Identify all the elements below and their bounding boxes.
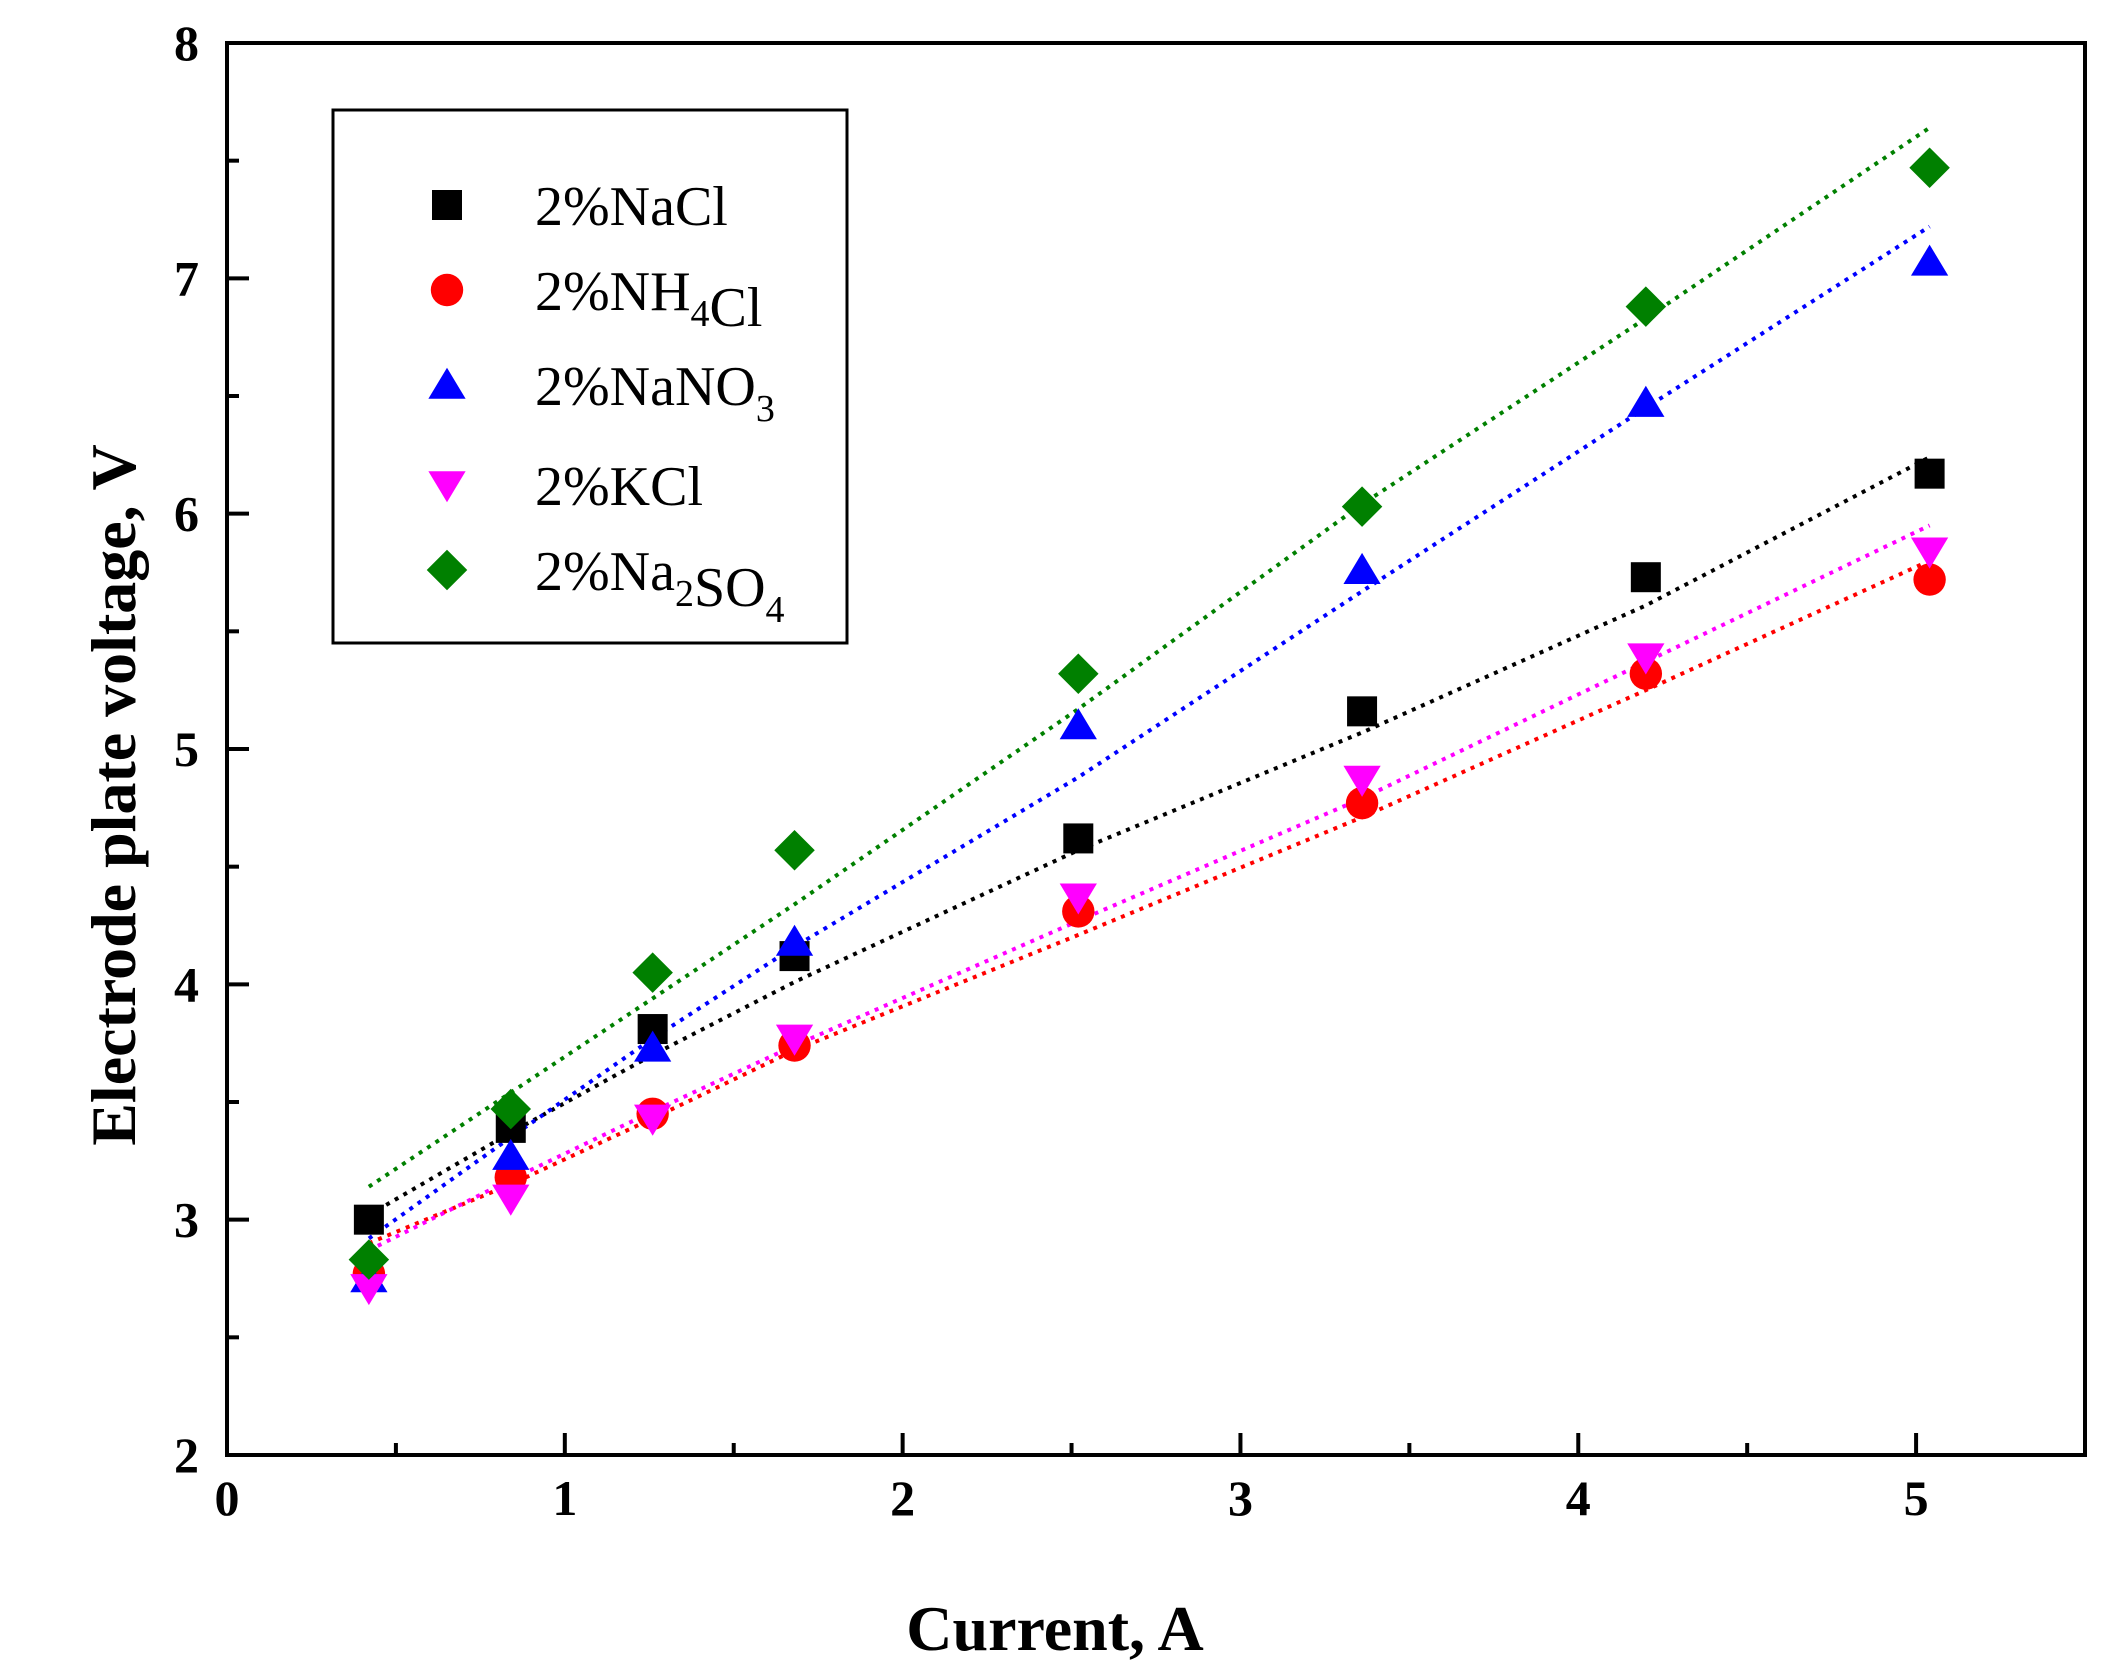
legend-subscript: 3	[756, 388, 775, 430]
data-point-s4-4	[775, 1024, 814, 1056]
data-point-s5-5	[1058, 653, 1099, 694]
x-axis-title: Current, A	[906, 1593, 1203, 1664]
data-point-s3-2	[492, 1138, 530, 1170]
data-point-s4-2	[492, 1184, 530, 1216]
y-tick-label: 6	[174, 486, 199, 542]
data-point-s4-7	[1627, 643, 1665, 675]
x-tick-label: 0	[215, 1470, 240, 1526]
data-point-s5-4	[774, 829, 815, 871]
legend-text: Cl	[710, 277, 763, 339]
data-point-s3-6	[1343, 552, 1381, 584]
fit-line-4	[367, 523, 1931, 1253]
legend-label-3: 2%NaNO3	[535, 356, 775, 430]
y-tick-label: 2	[174, 1427, 199, 1483]
data-point-s4-1	[350, 1274, 388, 1306]
legend-text: 2%KCl	[535, 456, 703, 518]
data-point-s3-5	[1059, 708, 1097, 740]
fit-line-5	[367, 126, 1931, 1189]
legend-text: SO	[694, 557, 766, 619]
tick-labels: 0 1 2 3 4 5 2 3 4 5 6 7 8	[174, 15, 1929, 1526]
legend-label-4: 2%KCl	[535, 456, 703, 518]
data-point-s5-1	[348, 1239, 390, 1280]
data-point-s5-2	[490, 1088, 532, 1130]
data-point-s3-3	[634, 1030, 672, 1062]
y-tick-label: 8	[174, 15, 199, 71]
x-tick-label: 2	[890, 1470, 915, 1526]
y-axis-title: Electrode plate voltage, V	[78, 444, 149, 1146]
legend-text: 2%Na	[535, 541, 675, 603]
x-tick-label: 4	[1566, 1470, 1591, 1526]
y-tick-label: 5	[174, 721, 199, 777]
fit-lines	[367, 126, 1931, 1253]
data-point-s5-6	[1341, 486, 1383, 527]
legend-subscript: 4	[691, 293, 710, 335]
legend-marker-4	[428, 471, 466, 503]
legend-marker-5	[426, 549, 468, 591]
data-point-s1-8	[1914, 458, 1945, 489]
legend-label-1: 2%NaCl	[535, 176, 728, 238]
data-point-s4-8	[1910, 537, 1949, 569]
data-point-s1-1	[353, 1204, 384, 1235]
legend-box	[331, 108, 849, 645]
data-point-s1-5	[1063, 823, 1094, 854]
data-point-s4-3	[634, 1104, 672, 1136]
y-tick-label: 4	[174, 956, 199, 1012]
data-point-s1-7	[1630, 562, 1661, 593]
data-point-s4-6	[1343, 765, 1381, 797]
y-tick-label: 7	[174, 250, 199, 306]
legend-marker-2	[430, 273, 464, 307]
fit-line-2	[368, 558, 1931, 1246]
data-point-s5-7	[1625, 286, 1667, 327]
legend-marker-3	[428, 367, 466, 399]
x-tick-label: 5	[1904, 1470, 1929, 1526]
axes	[225, 41, 2087, 1457]
data-point-s1-6	[1347, 696, 1378, 727]
legend-text: 2%NaCl	[535, 176, 728, 238]
data-markers	[348, 147, 1950, 1306]
data-point-s2-6	[1345, 786, 1379, 820]
legend-text: 2%NaNO	[535, 356, 756, 418]
data-point-s3-8	[1910, 244, 1949, 276]
data-point-s3-7	[1627, 385, 1665, 417]
legend-label-5: 2%Na2SO4	[535, 541, 785, 631]
fit-line-3	[367, 224, 1931, 1241]
x-tick-label: 3	[1228, 1470, 1253, 1526]
legend-subscript: 4	[766, 589, 785, 631]
legend-text: 2%NH	[535, 261, 691, 323]
data-point-s2-8	[1913, 563, 1946, 596]
data-point-s3-4	[775, 924, 814, 956]
data-point-s5-3	[632, 952, 673, 993]
data-point-s4-5	[1059, 883, 1097, 915]
legend-label-2: 2%NH4Cl	[535, 261, 762, 339]
x-tick-label: 1	[552, 1470, 577, 1526]
data-point-s5-8	[1909, 147, 1950, 188]
legend-subscript: 2	[675, 573, 694, 615]
y-tick-label: 3	[174, 1192, 199, 1248]
legend-marker-1	[432, 190, 462, 220]
